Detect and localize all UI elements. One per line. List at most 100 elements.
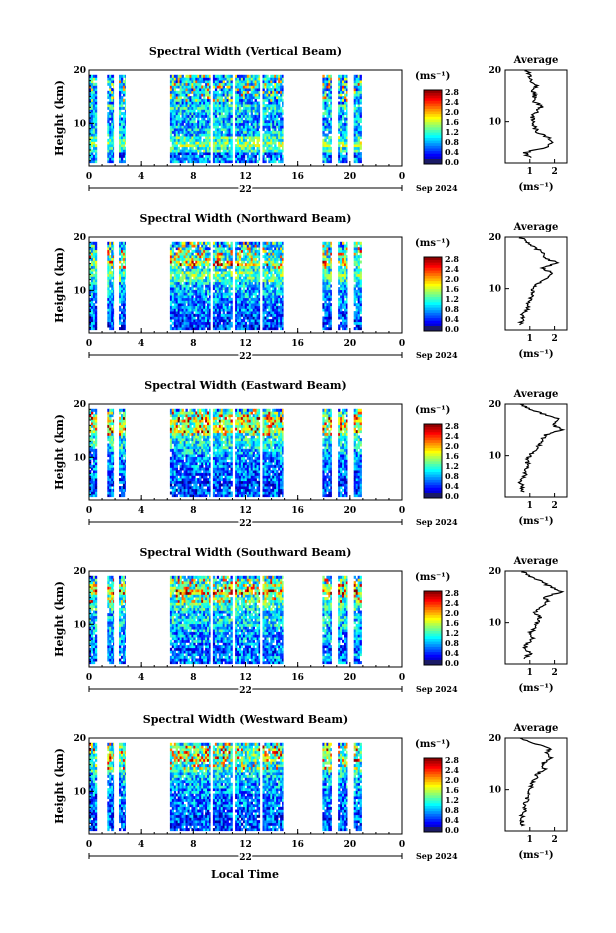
average-x-tick-label: 2 [551,501,557,511]
colorbar-tick-label: 0.0 [445,157,459,167]
colorbar-segment [424,790,442,793]
colorbar-tick-label: 0.8 [445,638,459,648]
colorbar-tick-label: 1.2 [445,461,459,471]
panel-title: Spectral Width (Eastward Beam) [144,379,346,392]
y-tick-label: 20 [73,400,86,410]
average-x-label: (ms⁻¹) [518,349,553,360]
average-y-tick-label: 10 [488,619,501,629]
colorbar-tick-label: 2.0 [445,274,459,284]
colorbar-segment [424,101,442,104]
colorbar-segment [424,787,442,790]
average-x-tick-label: 1 [527,334,533,344]
average-y-tick-label: 20 [488,400,501,410]
x-tick-label: 8 [190,172,196,182]
colorbar-segment [424,623,442,626]
colorbar-segment [424,771,442,774]
colorbar-segment [424,480,442,483]
y-tick-label: 20 [73,734,86,744]
colorbar-segment [424,816,442,819]
colorbar-segment [424,93,442,96]
colorbar-segment [424,466,442,469]
colorbar-segment [424,824,442,827]
colorbar-segment [424,297,442,300]
x-tick-label: 8 [190,339,196,349]
colorbar-tick-label: 1.2 [445,294,459,304]
colorbar-segment [424,135,442,138]
day-label: 22 [239,352,252,362]
colorbar-segment [424,594,442,597]
colorbar-base [424,827,442,832]
colorbar-segment [424,315,442,318]
x-tick-label: 20 [344,673,357,683]
colorbar-segment [424,111,442,114]
colorbar-segment [424,151,442,154]
average-title: Average [513,723,559,734]
colorbar-segment [424,291,442,294]
x-tick-label: 16 [291,172,304,182]
colorbar-segment [424,487,442,490]
colorbar-tick-label: 1.6 [445,451,459,461]
colorbar-segment [424,803,442,806]
colorbar-segment [424,437,442,440]
x-tick-label: 4 [138,339,144,349]
colorbar-tick-label: 1.6 [445,284,459,294]
colorbar-tick-label: 2.0 [445,107,459,117]
colorbar-segment [424,604,442,607]
colorbar-segment [424,278,442,281]
average-x-tick-label: 2 [551,668,557,678]
colorbar-tick-label: 0.0 [445,825,459,835]
x-tick-label: 20 [344,339,357,349]
colorbar-segment [424,649,442,652]
colorbar-tick-label: 0.8 [445,471,459,481]
colorbar-segment [424,273,442,276]
colorbar-segment [424,283,442,286]
average-title: Average [513,55,559,66]
average-profile-line [522,571,563,659]
x-tick-label: 0 [86,339,92,349]
colorbar-segment [424,124,442,127]
colorbar-segment [424,427,442,430]
colorbar-tick-label: 2.8 [445,421,459,431]
colorbar-segment [424,599,442,602]
colorbar-segment [424,138,442,141]
colorbar-tick-label: 2.8 [445,87,459,97]
date-label: Sep 2024 [416,684,458,694]
x-tick-label: 0 [399,840,405,850]
colorbar-unit: (ms⁻¹) [415,238,450,249]
x-tick-label: 16 [291,673,304,683]
colorbar-segment [424,450,442,453]
x-tick-label: 4 [138,840,144,850]
x-tick-label: 12 [239,339,252,349]
colorbar-segment [424,289,442,292]
y-axis-label: Height (km) [53,748,66,824]
colorbar-tick-label: 2.8 [445,254,459,264]
average-x-tick-label: 2 [551,334,557,344]
colorbar-unit: (ms⁻¹) [415,71,450,82]
colorbar-segment [424,106,442,109]
colorbar-tick-label: 0.8 [445,137,459,147]
x-tick-label: 0 [86,172,92,182]
colorbar-tick-label: 0.4 [445,481,459,491]
colorbar-segment [424,633,442,636]
colorbar-segment [424,610,442,613]
average-title: Average [513,556,559,567]
x-tick-label: 0 [399,506,405,516]
colorbar-segment [424,429,442,432]
colorbar-tick-label: 1.2 [445,795,459,805]
colorbar-tick-label: 0.4 [445,314,459,324]
colorbar-segment [424,628,442,631]
colorbar-segment [424,482,442,485]
colorbar-segment [424,432,442,435]
colorbar-segment [424,119,442,122]
colorbar-segment [424,122,442,125]
colorbar-segment [424,464,442,467]
y-axis-label: Height (km) [53,247,66,323]
colorbar-segment [424,615,442,618]
y-axis-label: Height (km) [53,414,66,490]
colorbar-segment [424,323,442,326]
colorbar-tick-label: 2.4 [445,97,459,107]
colorbar-tick-label: 1.2 [445,127,459,137]
colorbar-base [424,493,442,498]
x-tick-label: 0 [86,673,92,683]
